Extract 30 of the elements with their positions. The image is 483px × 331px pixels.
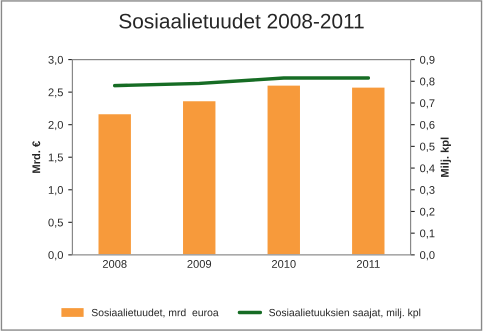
y-tick-label: 3,0 [48, 56, 63, 66]
y-tick-label: 0,0 [48, 251, 63, 260]
legend-label: Sosiaalietuudet, mrd euroa [92, 308, 219, 318]
bar [350, 86, 386, 255]
y-tick-label: 0,5 [48, 218, 63, 228]
bar [182, 100, 217, 255]
y2-tick-label: 0,8 [420, 78, 435, 87]
y2-tick-label: 0,4 [420, 164, 435, 174]
y2-tick-label: 0,7 [420, 99, 434, 108]
y-tick-label: 2,0 [48, 120, 63, 130]
x-tick-label: 2008 [102, 260, 127, 268]
y-tick-label: 2,5 [48, 88, 63, 98]
chart-title: Sosiaalietuudet 2008-2011 [119, 13, 364, 29]
bar [266, 84, 302, 255]
y2-axis-title: Milj. kpl [440, 138, 451, 177]
y-tick-label: 1,5 [48, 154, 63, 163]
y2-tick-label: 0,5 [420, 142, 435, 152]
y2-tick-label: 0,0 [420, 251, 435, 260]
y2-tick-label: 0,3 [420, 186, 435, 196]
x-tick-label: 2010 [272, 260, 296, 268]
x-tick-label: 2011 [356, 260, 380, 268]
y2-tick-label: 0,1 [420, 229, 434, 239]
y2-tick-label: 0,6 [420, 120, 435, 130]
x-tick-label: 2009 [187, 260, 212, 268]
y-tick-label: 1,0 [48, 186, 63, 196]
legend-label: Sosiaalietuuksien saajat, milj. kpl [269, 308, 420, 318]
y2-tick-label: 0,9 [420, 56, 434, 66]
bar [97, 112, 132, 255]
y-axis-title: Mrd. € [32, 141, 40, 173]
y2-tick-label: 0,2 [420, 208, 434, 217]
